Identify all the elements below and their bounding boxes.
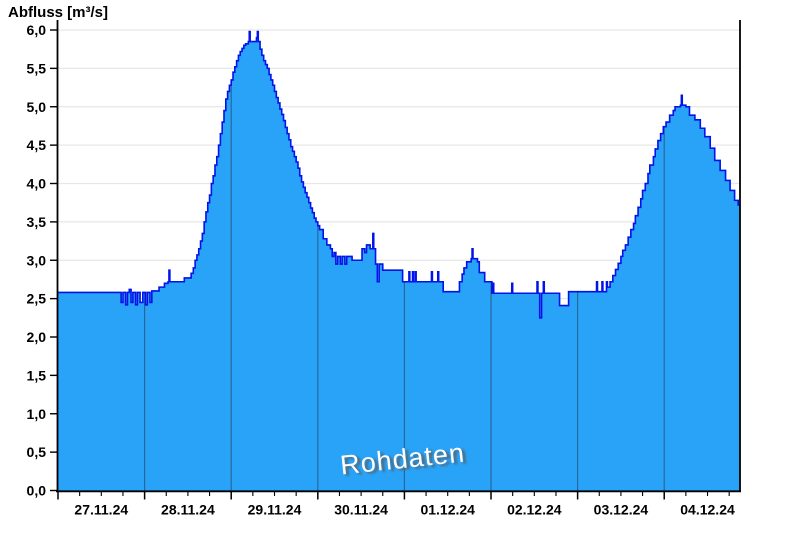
y-tick-label: 0,5 xyxy=(27,444,47,460)
discharge-area xyxy=(58,31,740,491)
x-date-label: 03.12.24 xyxy=(594,502,649,518)
y-tick-label: 1,0 xyxy=(27,406,47,422)
y-tick-label: 3,5 xyxy=(27,214,47,230)
y-tick-label: 3,0 xyxy=(27,252,47,268)
y-tick-label: 4,0 xyxy=(27,176,47,192)
x-date-label: 02.12.24 xyxy=(507,502,562,518)
y-tick-label: 1,5 xyxy=(27,367,47,383)
y-tick-label: 2,0 xyxy=(27,329,47,345)
y-tick-label: 2,5 xyxy=(27,291,47,307)
y-tick-label: 5,5 xyxy=(27,60,47,76)
chart-title: Abfluss [m³/s] xyxy=(8,4,109,21)
x-date-label: 29.11.24 xyxy=(248,502,302,518)
y-tick-label: 0,0 xyxy=(27,483,47,499)
discharge-curve xyxy=(58,30,740,319)
y-tick-label: 5,0 xyxy=(27,99,47,115)
x-date-label: 27.11.24 xyxy=(74,502,128,518)
x-date-label: 04.12.24 xyxy=(680,502,735,518)
y-tick-label: 4,5 xyxy=(27,137,47,153)
x-date-label: 28.11.24 xyxy=(161,502,215,518)
y-tick-label: 6,0 xyxy=(27,22,47,38)
x-date-label: 30.11.24 xyxy=(334,502,388,518)
x-date-label: 01.12.24 xyxy=(420,502,475,518)
